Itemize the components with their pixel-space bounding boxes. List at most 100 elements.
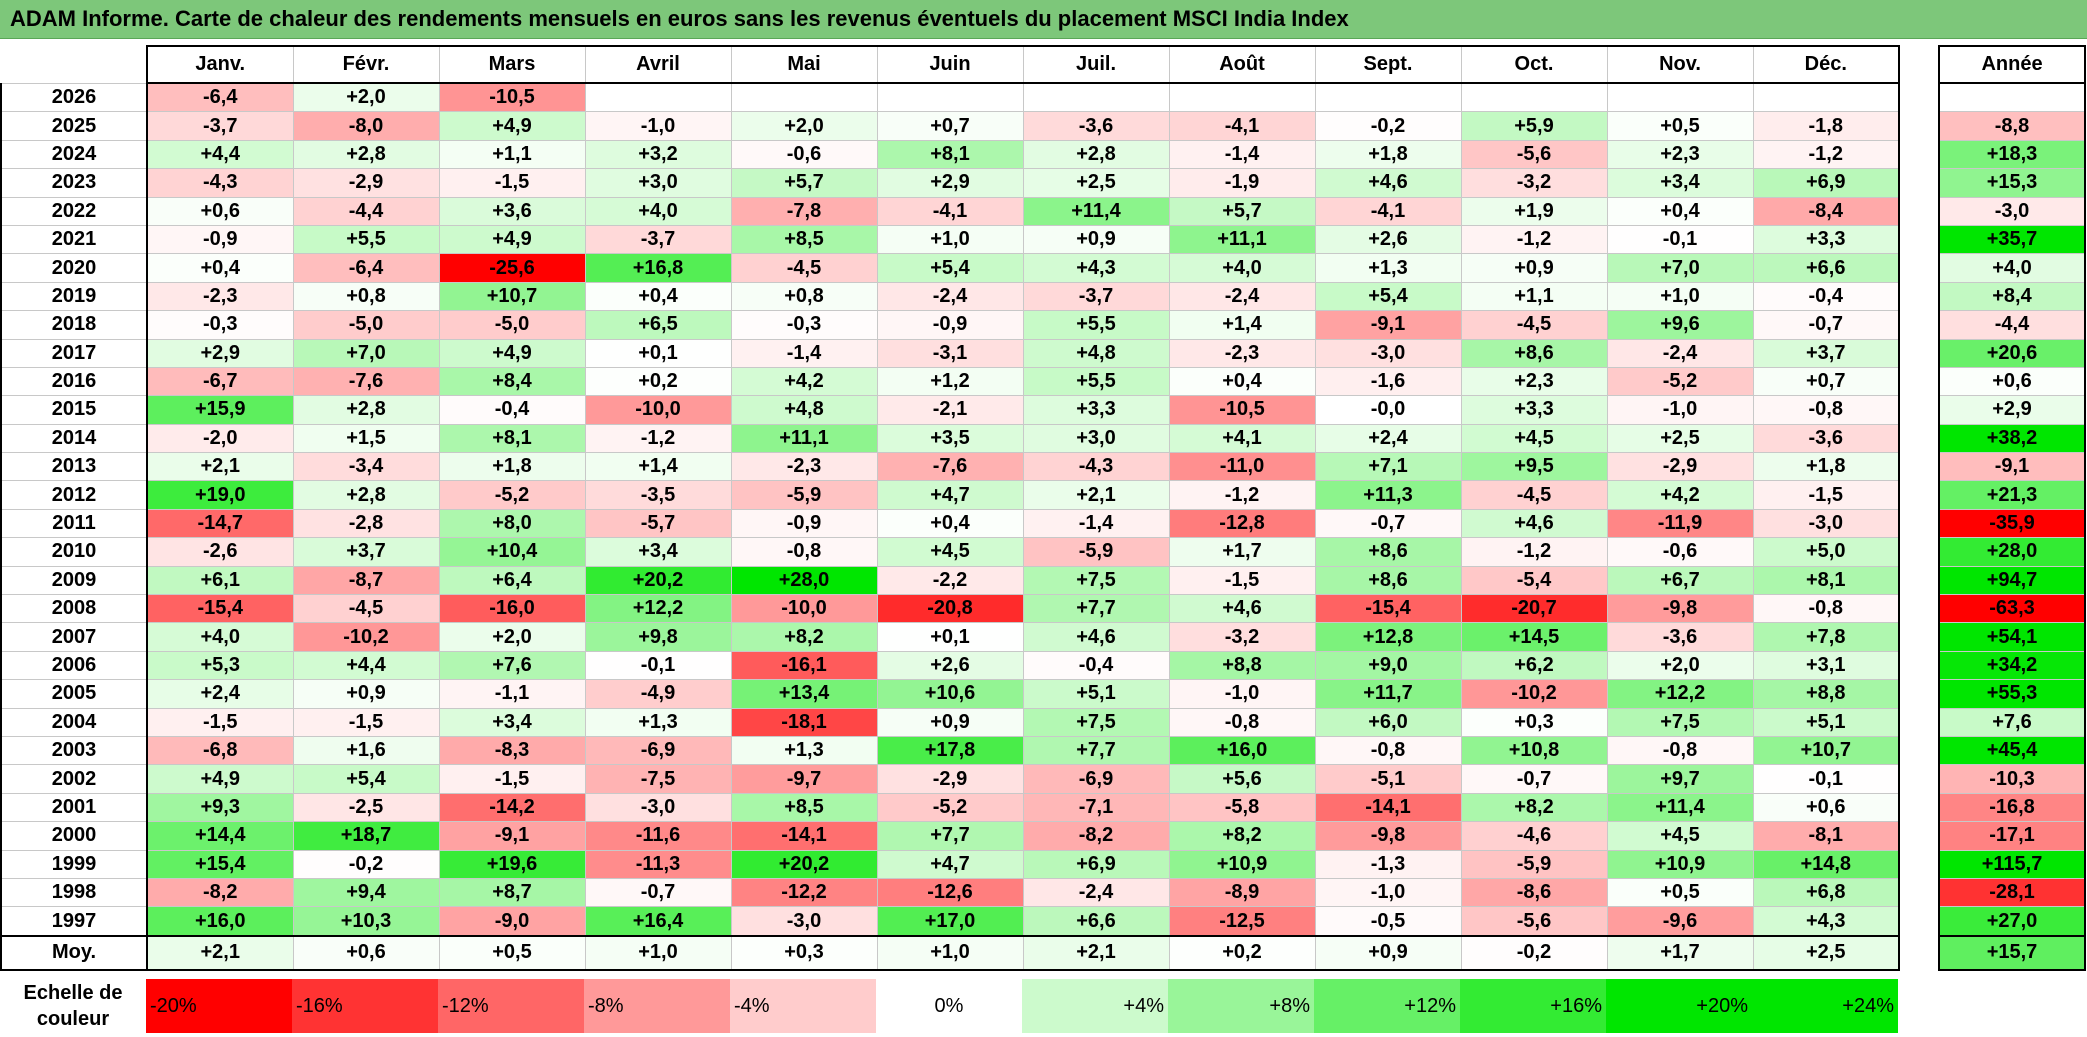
heatmap-cell: -0,1 [1752, 764, 1900, 794]
heatmap-cell: +5,1 [1752, 707, 1900, 737]
heatmap-cell: -8,0 [292, 111, 440, 141]
month-header: Févr. [292, 45, 440, 84]
heatmap-cell: -3,0 [730, 906, 878, 937]
heatmap-cell: -5,2 [1606, 366, 1754, 397]
annual-cell: +38,2 [1938, 423, 2086, 454]
heatmap-cell: -18,1 [730, 707, 878, 737]
average-cell: +2,1 [146, 934, 294, 971]
scale-label: Echelle de couleur [23, 982, 123, 1030]
year-label: 2021 [0, 224, 148, 255]
heatmap-cell: +1,6 [292, 735, 440, 766]
heatmap-cell: +0,5 [1606, 111, 1754, 141]
heatmap-cell: +5,0 [1752, 537, 1900, 567]
heatmap-cell: +12,8 [1314, 622, 1462, 652]
heatmap-cell: +4,2 [730, 366, 878, 397]
year-label: 1998 [0, 877, 148, 908]
heatmap-cell: +3,6 [438, 196, 586, 226]
year-label: 2009 [0, 565, 148, 596]
heatmap-cell: -7,5 [584, 764, 732, 794]
heatmap-cell: +8,0 [438, 508, 586, 539]
annual-header: Année [1938, 45, 2086, 84]
heatmap-cell: +17,0 [876, 906, 1024, 937]
heatmap-cell: +3,3 [1022, 395, 1170, 425]
heatmap-cell: +17,8 [876, 735, 1024, 766]
heatmap-cell: -9,0 [438, 906, 586, 937]
heatmap-cell: +2,8 [292, 139, 440, 170]
heatmap-cell: -8,7 [292, 565, 440, 596]
heatmap-cell: -1,2 [1460, 224, 1608, 255]
heatmap-cell: +5,6 [1168, 764, 1316, 794]
heatmap-cell: -3,0 [1314, 338, 1462, 368]
heatmap-cell: -0,7 [584, 877, 732, 908]
heatmap-cell: -0,1 [1606, 224, 1754, 255]
heatmap-cell: +0,7 [876, 111, 1024, 141]
heatmap-cell: +10,3 [292, 906, 440, 937]
year-label: 1997 [0, 906, 148, 937]
heatmap-cell: -2,4 [876, 281, 1024, 312]
heatmap-cell: -10,5 [1168, 395, 1316, 425]
heatmap-cell [1022, 82, 1170, 113]
heatmap-cell: +4,8 [1022, 338, 1170, 368]
year-row: 2007 +4,0 -10,2 +2,0 +9,8 +8,2 +0,1 +4,6 -3,2 +12… [0, 622, 1900, 652]
heatmap-cell: +6,0 [1314, 707, 1462, 737]
average-label: Moy. [0, 934, 148, 971]
heatmap-cell: -5,6 [1460, 906, 1608, 937]
heatmap-cell: -1,6 [1314, 366, 1462, 397]
heatmap-cell: +11,7 [1314, 679, 1462, 709]
heatmap-cell: -5,4 [1460, 565, 1608, 596]
average-cell: +0,3 [730, 934, 878, 971]
heatmap-cell: -2,3 [1168, 338, 1316, 368]
heatmap-cell: -0,8 [1606, 735, 1754, 766]
year-row: 2014 -2,0 +1,5 +8,1 -1,2 +11,1 +3,5 +3,0 +4,1 +2,… [0, 423, 1900, 454]
heatmap-cell: +5,7 [1168, 196, 1316, 226]
heatmap-cell: +0,5 [1606, 877, 1754, 908]
scale-swatch: +16% [1460, 979, 1606, 1033]
heatmap-cell: +3,3 [1752, 224, 1900, 255]
heatmap-cell: +4,3 [1022, 253, 1170, 283]
heatmap-cell: -2,6 [146, 537, 294, 567]
annual-cell: +4,0 [1938, 253, 2086, 283]
heatmap-cell: +7,8 [1752, 622, 1900, 652]
scale-swatch: +8% [1168, 979, 1314, 1033]
heatmap-cell: -8,3 [438, 735, 586, 766]
heatmap-cell: +11,3 [1314, 480, 1462, 510]
year-row: 2017 +2,9 +7,0 +4,9 +0,1 -1,4 -3,1 +4,8 -2,3 -3,0… [0, 338, 1900, 368]
average-cell: +0,6 [292, 934, 440, 971]
heatmap-cell: -0,9 [876, 310, 1024, 340]
heatmap-cell: +0,2 [584, 366, 732, 397]
year-label: 2010 [0, 537, 148, 567]
heatmap-cell: +16,8 [584, 253, 732, 283]
average-cell: +1,7 [1606, 934, 1754, 971]
heatmap-cell: +2,5 [1022, 168, 1170, 198]
heatmap-cell [1460, 82, 1608, 113]
heatmap-cell: +2,0 [438, 622, 586, 652]
heatmap-cell: +14,5 [1460, 622, 1608, 652]
heatmap-cell: +4,6 [1460, 508, 1608, 539]
annual-average-cell: +15,7 [1938, 934, 2086, 971]
heatmap-cell: -5,9 [1460, 849, 1608, 879]
color-scale-legend: Echelle de couleur -20% -16% -12% -8% -4% 0% +4… [0, 979, 1898, 1033]
heatmap-cell: +3,5 [876, 423, 1024, 454]
heatmap-cell: +2,1 [1022, 480, 1170, 510]
year-label: 2017 [0, 338, 148, 368]
heatmap-cell: -5,8 [1168, 792, 1316, 823]
heatmap-cell: +5,5 [1022, 310, 1170, 340]
monthly-returns-heatmap: Janv. Févr. Mars Avril Mai Juin Juil. Août Sept.… [0, 45, 1900, 971]
annual-cell: +28,0 [1938, 537, 2086, 567]
heatmap-cell: -4,5 [730, 253, 878, 283]
heatmap-cell: -14,2 [438, 792, 586, 823]
year-row: 2002 +4,9 +5,4 -1,5 -7,5 -9,7 -2,9 -6,9 +5,6 -5,1… [0, 764, 1900, 794]
year-row: 2021 -0,9 +5,5 +4,9 -3,7 +8,5 +1,0 +0,9 +11,1 +2,… [0, 224, 1900, 255]
heatmap-cell: -2,2 [876, 565, 1024, 596]
heatmap-cell: -3,6 [1606, 622, 1754, 652]
heatmap-cell: +8,1 [1752, 565, 1900, 596]
annual-cell: -4,4 [1938, 310, 2086, 340]
heatmap-cell: -3,1 [876, 338, 1024, 368]
heatmap-cell: +6,9 [1752, 168, 1900, 198]
year-row: 2020 +0,4 -6,4 -25,6 +16,8 -4,5 +5,4 +4,3 +4,0 +1… [0, 253, 1900, 283]
heatmap-cell: -0,1 [584, 650, 732, 681]
heatmap-cell: -10,0 [584, 395, 732, 425]
heatmap-cell: +4,5 [1606, 821, 1754, 851]
month-header: Mars [438, 45, 586, 84]
year-label: 2002 [0, 764, 148, 794]
